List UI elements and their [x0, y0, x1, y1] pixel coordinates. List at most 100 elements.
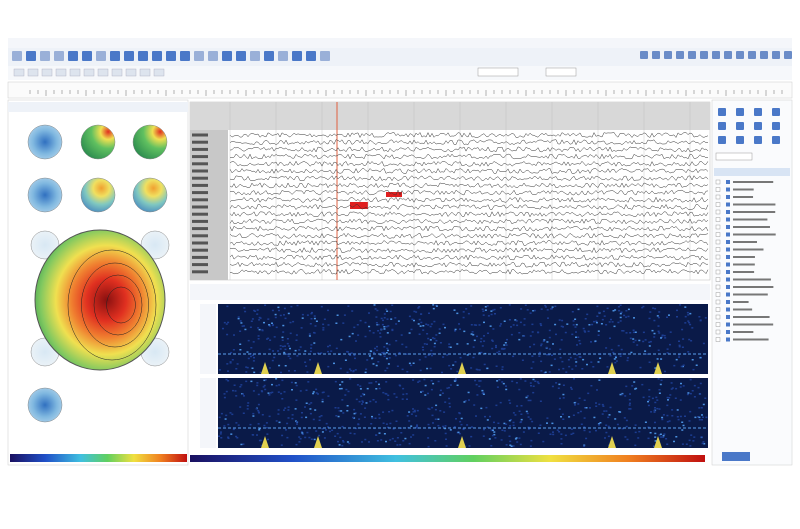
- toolbar-button[interactable]: [278, 51, 288, 61]
- dropdown[interactable]: [545, 67, 577, 77]
- nav-button[interactable]: [772, 122, 780, 130]
- list-icon: [726, 232, 730, 237]
- checkbox[interactable]: [715, 269, 721, 275]
- checkbox[interactable]: [715, 299, 721, 305]
- spectrogram-cell: [558, 368, 560, 371]
- checkbox[interactable]: [715, 322, 721, 327]
- toolbar-button[interactable]: [26, 51, 36, 61]
- checkbox[interactable]: [715, 247, 721, 252]
- checkbox[interactable]: [715, 224, 721, 230]
- nav-button[interactable]: [754, 108, 762, 116]
- toolbar-button[interactable]: [264, 51, 274, 61]
- nav-button[interactable]: [754, 136, 762, 144]
- nav-button[interactable]: [772, 108, 780, 116]
- spectrogram-cell: [597, 330, 600, 332]
- toolbar-button[interactable]: [222, 51, 232, 61]
- checkbox[interactable]: [715, 337, 721, 342]
- toolbar-button[interactable]: [54, 51, 64, 61]
- toolbar-button[interactable]: [83, 68, 95, 77]
- nav-button[interactable]: [754, 122, 762, 130]
- dropdown[interactable]: [477, 67, 519, 77]
- checkbox[interactable]: [715, 187, 721, 192]
- toolbar-button[interactable]: [688, 51, 696, 59]
- toolbar-button[interactable]: [153, 68, 165, 77]
- search-box[interactable]: [715, 152, 753, 161]
- toolbar-button[interactable]: [712, 51, 720, 59]
- checkbox[interactable]: [715, 307, 721, 312]
- toolbar-button[interactable]: [194, 51, 204, 61]
- spectrogram-cell: [586, 313, 589, 316]
- spectrogram-cell: [375, 388, 378, 390]
- nav-button[interactable]: [718, 108, 726, 116]
- toolbar-button[interactable]: [772, 51, 780, 59]
- spectrogram-cell: [686, 311, 689, 314]
- toolbar-button[interactable]: [138, 51, 148, 61]
- toolbar-button[interactable]: [748, 51, 756, 59]
- toolbar-button[interactable]: [736, 51, 744, 59]
- toolbar-button[interactable]: [676, 51, 684, 59]
- nav-button[interactable]: [736, 136, 744, 144]
- checkbox[interactable]: [715, 179, 721, 185]
- toolbar-button[interactable]: [55, 68, 67, 77]
- toolbar-button[interactable]: [250, 51, 260, 61]
- toolbar-button[interactable]: [152, 51, 162, 61]
- spectrogram-cell: [503, 422, 506, 425]
- toolbar-button[interactable]: [166, 51, 176, 61]
- toolbar-button[interactable]: [68, 51, 78, 61]
- toolbar-button[interactable]: [640, 51, 648, 59]
- event-marker[interactable]: [350, 202, 368, 209]
- toolbar-button[interactable]: [292, 51, 302, 61]
- checkbox[interactable]: [715, 314, 721, 320]
- checkbox[interactable]: [715, 217, 721, 222]
- toolbar-button[interactable]: [69, 68, 81, 77]
- checkbox[interactable]: [715, 292, 721, 297]
- toolbar-button[interactable]: [700, 51, 708, 59]
- toolbar-button[interactable]: [13, 68, 25, 77]
- nav-button[interactable]: [772, 136, 780, 144]
- checkbox[interactable]: [715, 232, 721, 237]
- nav-button[interactable]: [736, 122, 744, 130]
- spectrogram-cell: [472, 346, 475, 348]
- toolbar-button[interactable]: [139, 68, 151, 77]
- toolbar-button[interactable]: [12, 51, 22, 61]
- checkbox[interactable]: [715, 254, 721, 260]
- checkbox[interactable]: [715, 202, 721, 207]
- nav-button[interactable]: [718, 136, 726, 144]
- toolbar-button[interactable]: [180, 51, 190, 61]
- spectrogram-cell: [494, 437, 497, 439]
- toolbar-button[interactable]: [125, 68, 137, 77]
- toolbar-button[interactable]: [236, 51, 246, 61]
- nav-button[interactable]: [736, 108, 744, 116]
- toolbar-button[interactable]: [40, 51, 50, 61]
- toolbar-button[interactable]: [82, 51, 92, 61]
- topomap: [27, 177, 63, 213]
- checkbox[interactable]: [715, 329, 721, 335]
- toolbar-button[interactable]: [652, 51, 660, 59]
- toolbar-button[interactable]: [208, 51, 218, 61]
- checkbox[interactable]: [715, 194, 721, 200]
- spectrogram-burst: [654, 362, 662, 374]
- checkbox[interactable]: [715, 262, 721, 267]
- toolbar-button[interactable]: [124, 51, 134, 61]
- toolbar-button[interactable]: [320, 51, 330, 61]
- toolbar-button[interactable]: [96, 51, 106, 61]
- spectrogram-cell: [540, 324, 543, 327]
- toolbar-button[interactable]: [724, 51, 732, 59]
- toolbar-button[interactable]: [306, 51, 316, 61]
- checkbox[interactable]: [715, 209, 721, 215]
- toolbar-button[interactable]: [760, 51, 768, 59]
- toolbar-button[interactable]: [27, 68, 39, 77]
- toolbar-button[interactable]: [110, 51, 120, 61]
- spectrogram-cell: [537, 382, 540, 385]
- spectrogram-cell: [478, 369, 481, 371]
- button[interactable]: [722, 452, 750, 461]
- toolbar-button[interactable]: [664, 51, 672, 59]
- toolbar-button[interactable]: [784, 51, 792, 59]
- checkbox[interactable]: [715, 277, 721, 282]
- nav-button[interactable]: [718, 122, 726, 130]
- toolbar-button[interactable]: [41, 68, 53, 77]
- checkbox[interactable]: [715, 284, 721, 290]
- toolbar-button[interactable]: [111, 68, 123, 77]
- toolbar-button[interactable]: [97, 68, 109, 77]
- checkbox[interactable]: [715, 239, 721, 245]
